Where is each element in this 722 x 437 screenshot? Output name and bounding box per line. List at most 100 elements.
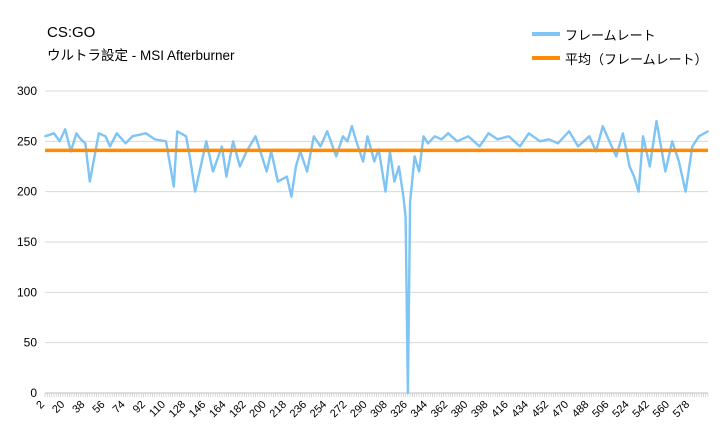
x-tick-label: 290 [348,399,369,420]
data-point-fps [487,132,490,135]
x-tick-label: 200 [247,399,268,420]
data-point-fps [608,140,611,143]
data-point-fps [628,165,631,168]
data-point-fps [698,135,700,138]
x-tick-label: 542 [630,399,651,420]
data-point-fps [84,142,87,145]
data-point-fps [75,132,78,135]
data-point-fps [409,200,411,203]
data-point-fps [418,170,420,173]
data-point-fps [413,155,416,158]
data-point-fps [677,160,680,163]
x-tick-label: 20 [50,399,67,416]
x-tick-label: 218 [268,399,289,420]
x-tick-label: 92 [131,399,148,416]
data-point-fps [350,125,353,128]
data-point-fps [58,140,61,143]
x-tick-label: 74 [111,399,128,416]
x-tick-label: 164 [207,399,228,420]
legend: フレームレート 平均（フレームレート） [532,22,708,70]
y-tick-label: 0 [30,386,37,400]
data-point-fps [548,138,550,141]
x-tick-label: 2 [34,399,47,412]
data-point-fps [342,135,344,138]
data-point-fps [326,130,329,133]
data-point-fps [518,145,521,148]
data-point-fps [467,135,470,138]
data-point-fps [447,132,450,135]
legend-label-fps: フレームレート [565,27,656,43]
data-point-fps [79,138,82,141]
legend-swatch-fps [532,32,560,36]
data-point-fps [265,170,268,173]
data-point-fps [212,170,214,173]
data-point-fps [176,130,179,133]
x-tick-label: 398 [469,399,490,420]
x-tick-label: 254 [308,399,329,420]
data-point-fps [189,160,192,163]
data-point-fps [44,135,46,138]
data-point-fps [404,215,407,218]
data-point-fps [373,160,376,163]
data-point-fps [319,145,322,148]
data-point-fps [254,135,257,138]
data-point-fps [205,140,208,143]
data-point-fps [153,138,156,141]
x-tick-label: 560 [651,399,672,420]
x-tick-label: 524 [610,399,631,420]
chart-subtitle: ウルトラ設定 - MSI Afterburner [47,48,235,63]
data-point-fps [124,142,127,145]
data-point-fps [691,145,694,148]
data-point-fps [615,155,618,158]
data-point-fps [642,135,644,138]
data-point-fps [684,190,687,193]
x-tick-label: 236 [288,399,309,420]
x-tick-label: 506 [590,399,611,420]
x-tick-label: 380 [449,399,470,420]
data-point-fps [707,130,709,133]
data-point-fps [306,170,308,173]
data-point-fps [131,135,134,138]
data-point-fps [568,130,571,133]
data-point-fps [456,140,459,143]
x-tick-label: 182 [227,399,248,420]
x-tick-label: 578 [671,399,692,420]
data-point-fps [362,160,364,163]
data-point-fps [577,145,579,148]
x-tick-label: 326 [389,399,410,420]
y-tick-label: 50 [24,336,38,350]
x-tick-label: 416 [489,399,510,420]
x-tick-label: 128 [167,399,188,420]
data-point-fps [588,135,591,138]
data-point-fps [384,190,387,193]
x-tick-label: 38 [70,399,87,416]
y-tick-label: 100 [17,285,37,299]
data-point-fps [172,185,175,188]
data-point-fps [433,135,436,138]
data-point-fps [286,175,288,178]
data-point-fps [312,135,315,138]
data-point-fps [422,135,425,138]
legend-item-fps: フレームレート [532,22,708,46]
data-point-fps [335,155,338,158]
data-point-fps [194,190,196,193]
data-point-fps [225,175,228,178]
data-point-fps [539,140,541,143]
data-point-fps [655,120,658,123]
data-point-fps [238,165,241,168]
data-point-fps [165,140,167,143]
x-tick-label: 434 [509,399,530,420]
x-tick-label: 56 [90,399,107,416]
data-point-fps [277,180,279,183]
x-tick-label: 452 [530,399,551,420]
data-point-fps [53,132,55,135]
x-tick-label: 308 [368,399,389,420]
data-point-fps [104,135,107,138]
data-point-fps [648,165,651,168]
data-point-fps [109,145,111,148]
y-tick-label: 300 [17,84,37,98]
data-point-fps [232,140,235,143]
data-point-fps [185,135,188,138]
data-point-fps [393,180,396,183]
legend-item-average: 平均（フレームレート） [532,46,708,70]
